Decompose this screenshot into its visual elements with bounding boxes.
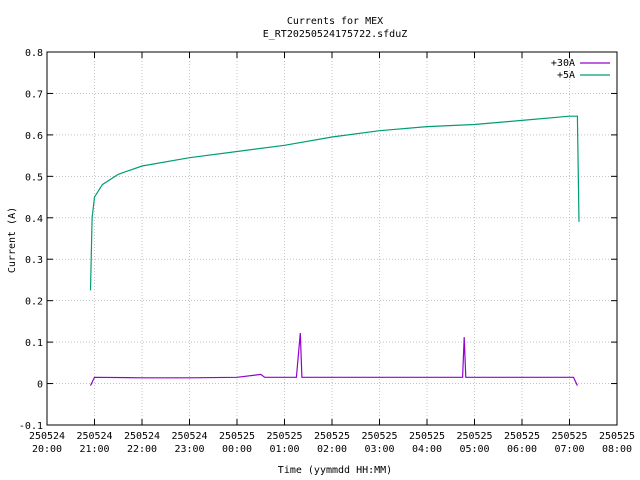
x-tick-label-date: 250524 (124, 431, 160, 442)
y-tick-label: 0.1 (25, 338, 43, 349)
y-tick-label: 0.8 (25, 48, 43, 59)
x-tick-label-time: 08:00 (602, 444, 632, 455)
x-tick-label-date: 250525 (599, 431, 635, 442)
x-tick-label-date: 250525 (504, 431, 540, 442)
x-tick-label-time: 03:00 (364, 444, 394, 455)
legend-label-2: +5A (557, 70, 575, 81)
x-tick-label-date: 250525 (456, 431, 492, 442)
legend-label-1: +30A (551, 58, 575, 69)
legend: +30A+5A (551, 58, 610, 81)
x-tick-label-date: 250524 (171, 431, 207, 442)
x-tick-label-time: 06:00 (507, 444, 537, 455)
series-group (89, 115, 580, 386)
x-tick-label-date: 250525 (551, 431, 587, 442)
x-tick-label-date: 250525 (409, 431, 445, 442)
y-axis-label: Current (A) (7, 207, 18, 273)
y-tick-label: 0.5 (25, 172, 43, 183)
x-tick-label-time: 20:00 (32, 444, 62, 455)
x-tick-label-time: 07:00 (554, 444, 584, 455)
x-tick-label-time: 00:00 (222, 444, 252, 455)
x-tick-label-time: 22:00 (127, 444, 157, 455)
x-tick-label-date: 250524 (76, 431, 112, 442)
x-tick-label-date: 250524 (29, 431, 65, 442)
y-tick-label: -0.1 (19, 421, 43, 432)
series-line-1 (89, 332, 578, 386)
x-tick-label-date: 250525 (361, 431, 397, 442)
y-axis: -0.1 0 0.1 0.2 0.3 0.4 0.5 0.6 0.7 0.8 (19, 48, 617, 432)
x-tick-label-time: 05:00 (459, 444, 489, 455)
chart-subtitle: E_RT20250524175722.sfduZ (263, 29, 408, 40)
x-tick-label-time: 04:00 (412, 444, 442, 455)
x-tick-label-time: 21:00 (79, 444, 109, 455)
x-tick-label-time: 01:00 (269, 444, 299, 455)
series-line-2 (89, 115, 580, 291)
y-tick-label: 0.4 (25, 214, 43, 225)
y-tick-label: 0.2 (25, 297, 43, 308)
x-axis-label: Time (yymmdd HH:MM) (278, 465, 392, 476)
x-tick-label-date: 250525 (314, 431, 350, 442)
x-axis: 250524 20:00 250524 21:00 250524 22:00 250524 2… (29, 52, 635, 455)
y-tick-label: 0.3 (25, 255, 43, 266)
chart-title: Currents for MEX (287, 16, 383, 27)
grid (47, 52, 617, 425)
x-tick-label-date: 250525 (219, 431, 255, 442)
y-tick-label: 0 (37, 380, 43, 391)
y-tick-label: 0.7 (25, 89, 43, 100)
y-tick-label: 0.6 (25, 131, 43, 142)
x-tick-label-date: 250525 (266, 431, 302, 442)
x-tick-label-time: 23:00 (174, 444, 204, 455)
x-tick-label-time: 02:00 (317, 444, 347, 455)
